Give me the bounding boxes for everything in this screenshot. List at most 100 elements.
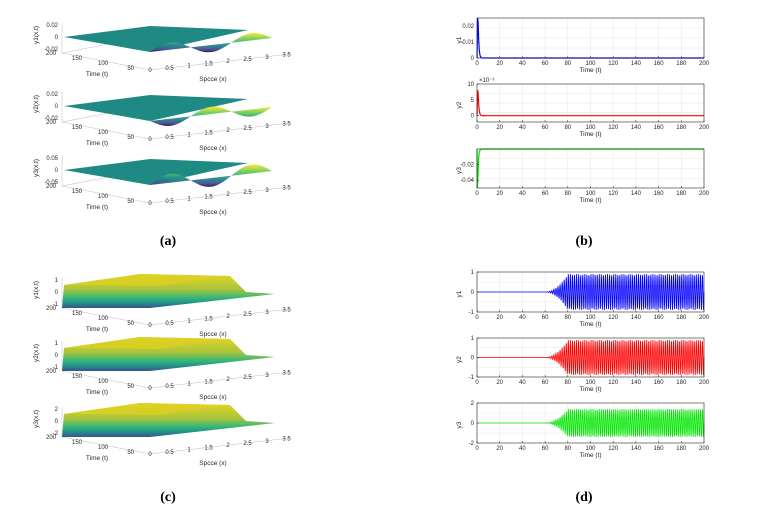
y-tick-label: 10 <box>467 82 474 88</box>
x-axis-label: Time (t) <box>579 131 601 138</box>
x-tick-label: 140 <box>631 315 642 321</box>
y-tick-label: -0.04 <box>460 178 474 184</box>
x-tick-label: 0 <box>148 68 152 74</box>
x-tick-label: 1.5 <box>204 445 213 451</box>
panel-label-a: (a) <box>160 234 177 249</box>
x-tick-label: 20 <box>496 61 503 67</box>
time-tick-label: 100 <box>98 379 109 385</box>
x-tick-label: 80 <box>564 315 571 321</box>
x-tick-label: 160 <box>654 380 665 386</box>
z-axis-label: y1(x,t) <box>33 26 40 44</box>
series-line-y3 <box>477 408 705 438</box>
time-tick-label: 150 <box>72 311 83 317</box>
x-axis-label: Spcce (x) <box>199 145 226 152</box>
z-tick-label: 1 <box>55 278 59 284</box>
x-tick-label: 1 <box>187 197 191 203</box>
x-tick-label: 100 <box>585 380 596 386</box>
surface-subplot-1: 1 0 -1 y1(x,t) 0 0.5 1 1.5 2 2.5 3 3.5 Spcce (x) 200 1… <box>33 274 291 338</box>
z-axis-label: y1(x,t) <box>33 281 40 299</box>
z-tick-label: -1 <box>53 302 59 308</box>
z-tick-label: 0.02 <box>46 23 58 29</box>
time-axis-label: Time (t) <box>86 389 108 396</box>
x-tick-label: 3 <box>265 188 269 194</box>
time-tick-label: 50 <box>127 66 134 72</box>
x-axis-label: Time (t) <box>579 452 601 459</box>
time-axis-label: Time (t) <box>86 140 108 147</box>
x-tick-label: 0 <box>475 315 479 321</box>
z-tick-label: -0.02 <box>44 116 58 122</box>
x-tick-label: 120 <box>608 315 619 321</box>
z-tick-label: -0.02 <box>44 47 58 53</box>
x-tick-label: 140 <box>631 191 642 197</box>
x-tick-label: 20 <box>496 315 503 321</box>
y-tick-label: 0 <box>471 114 475 120</box>
x-tick-label: 3 <box>265 55 269 61</box>
y-tick-label: 0 <box>471 356 475 362</box>
x-tick-label: 0 <box>475 61 479 67</box>
z-axis-label: y3(x,t) <box>33 410 40 428</box>
x-tick-label: 0 <box>475 446 479 452</box>
x-tick-label: 20 <box>496 125 503 131</box>
x-tick-label: 0 <box>148 323 152 329</box>
x-tick-label: 160 <box>654 191 665 197</box>
x-tick-label: 120 <box>608 61 619 67</box>
x-tick-label: 40 <box>519 61 526 67</box>
z-tick-label: 0 <box>55 419 59 425</box>
x-tick-label: 1 <box>187 64 191 70</box>
x-tick-label: 160 <box>654 315 665 321</box>
x-tick-label: 3 <box>265 373 269 379</box>
timeseries-subplot-3: -0.02 -0.04 y3 0 20 40 60 80 100 120 140 160 180 200 T… <box>456 148 710 204</box>
x-tick-label: 2 <box>226 192 230 198</box>
time-tick-label: 100 <box>98 445 109 451</box>
x-tick-label: 40 <box>519 191 526 197</box>
x-tick-label: 160 <box>654 446 665 452</box>
x-tick-label: 1 <box>187 319 191 325</box>
x-tick-label: 100 <box>585 191 596 197</box>
x-tick-label: 2.5 <box>243 441 252 447</box>
surface-subplot-3: 0.05 0 -0.05 y3(x,t) 0 0.5 1 1.5 2 2.5 3 3.5 Spcce (… <box>33 156 291 216</box>
x-tick-label: 2.5 <box>243 126 252 132</box>
x-tick-label: 20 <box>496 446 503 452</box>
panel-label-c: (c) <box>160 490 176 505</box>
x-tick-label: 180 <box>676 315 687 321</box>
y-tick-label: 0.02 <box>462 24 474 30</box>
panel-label-d: (d) <box>575 490 592 505</box>
x-tick-label: 0 <box>148 201 152 207</box>
z-tick-label: 0 <box>55 104 59 110</box>
x-tick-label: 0 <box>475 191 479 197</box>
surface-subplot-2: 0.02 0 -0.02 y2(x,t) 0 0.5 1 1.5 2 2.5 3 3.5 Spcce (… <box>33 92 291 152</box>
time-tick-label: 200 <box>46 306 57 312</box>
y-axis-label: y3 <box>456 167 463 174</box>
time-tick-label: 200 <box>46 435 57 441</box>
time-tick-label: 150 <box>72 56 83 62</box>
x-tick-label: 1 <box>187 382 191 388</box>
x-tick-label: 0 <box>475 125 479 131</box>
x-tick-label: 180 <box>676 61 687 67</box>
y-tick-label: 2 <box>471 401 475 407</box>
time-tick-label: 50 <box>127 450 134 456</box>
x-tick-label: 100 <box>585 446 596 452</box>
x-tick-label: 80 <box>564 191 571 197</box>
x-axis-label: Time (t) <box>579 386 601 393</box>
time-tick-label: 50 <box>127 384 134 390</box>
z-axis-label: y2(x,t) <box>33 95 40 113</box>
time-tick-label: 150 <box>72 374 83 380</box>
x-axis-label: Time (t) <box>579 321 601 328</box>
x-tick-label: 120 <box>608 125 619 131</box>
time-tick-label: 150 <box>72 440 83 446</box>
x-tick-label: 3.5 <box>282 186 291 192</box>
x-tick-label: 60 <box>542 191 549 197</box>
time-tick-label: 150 <box>72 189 83 195</box>
x-tick-label: 40 <box>519 380 526 386</box>
y-tick-label: -1 <box>469 375 475 381</box>
x-tick-label: 200 <box>699 191 710 197</box>
x-tick-label: 100 <box>585 61 596 67</box>
x-axis-label: Time (t) <box>579 197 601 204</box>
y-exponent-label: ×10⁻³ <box>479 78 494 84</box>
time-tick-label: 200 <box>46 120 57 126</box>
y-tick-label: 0 <box>471 56 475 62</box>
x-tick-label: 200 <box>699 380 710 386</box>
